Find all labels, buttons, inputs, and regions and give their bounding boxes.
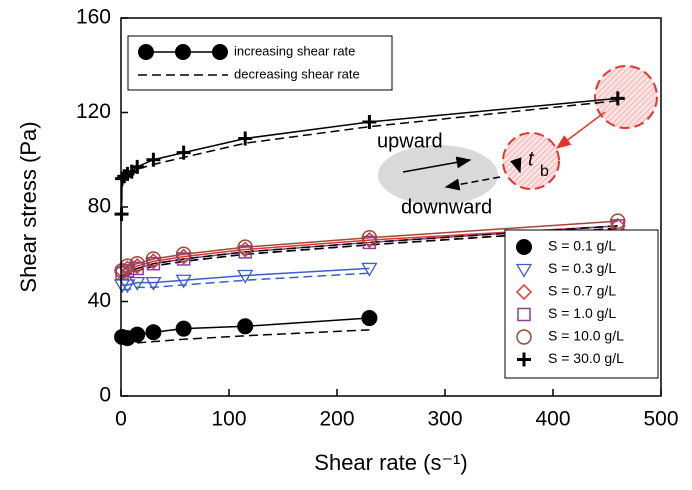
legend-marker (175, 44, 191, 60)
marker (176, 145, 191, 160)
legend-label: S = 0.7 g/L (548, 283, 616, 299)
marker (129, 326, 146, 343)
marker (238, 131, 253, 146)
legend-marker (516, 329, 532, 345)
marker (175, 320, 192, 337)
marker (237, 269, 254, 284)
legend-marker (515, 263, 533, 278)
increasing-line (121, 220, 618, 272)
marker (145, 253, 162, 270)
annotation: b (540, 163, 549, 180)
marker (237, 239, 253, 255)
annotation: t (528, 148, 535, 170)
legend-marker (516, 239, 532, 255)
marker (145, 276, 162, 291)
legend-label: S = 0.1 g/L (548, 238, 616, 254)
y-tick-label: 160 (76, 6, 111, 29)
annotation: upward (377, 130, 443, 152)
marker (129, 258, 146, 275)
legend-marker (517, 352, 531, 367)
x-tick-label: 300 (427, 408, 462, 431)
x-tick-label: 200 (319, 408, 354, 431)
marker (129, 276, 146, 291)
legend-label: decreasing shear rate (234, 66, 360, 81)
y-tick-label: 0 (99, 384, 111, 407)
marker (361, 310, 378, 327)
y-tick-label: 80 (88, 195, 111, 218)
increasing-line (122, 267, 370, 286)
red-arrow (555, 111, 606, 149)
legend-box (127, 35, 393, 91)
marker (237, 241, 254, 258)
tb-arrow (510, 157, 522, 174)
legend-label: S = 30.0 g/L (548, 350, 624, 366)
marker (129, 255, 145, 272)
tb-circle (502, 132, 560, 190)
x-tick-label: 500 (643, 408, 678, 431)
legend-marker (212, 44, 228, 60)
marker (610, 91, 625, 106)
x-tick-label: 0 (115, 408, 127, 431)
legend-label: S = 1.0 g/L (548, 305, 616, 321)
marker (175, 246, 192, 262)
end-circle (594, 65, 658, 129)
y-axis-label: Shear stress (Pa) (16, 121, 41, 292)
marker (361, 232, 378, 249)
marker (361, 262, 378, 277)
marker (130, 159, 145, 174)
upward-arrow (402, 156, 472, 173)
legend-marker (138, 44, 154, 60)
decreasing-line (122, 272, 370, 291)
marker (145, 251, 162, 267)
x-tick-label: 100 (211, 408, 246, 431)
marker (146, 152, 161, 167)
marker (175, 274, 192, 289)
decreasing-line (137, 329, 370, 344)
marker (145, 324, 162, 341)
marker (361, 229, 378, 246)
x-axis-label: Shear rate (s⁻¹) (314, 450, 467, 475)
y-tick-label: 40 (88, 289, 111, 312)
x-tick-label: 400 (535, 408, 570, 431)
marker (610, 213, 626, 229)
y-tick-label: 120 (76, 100, 111, 123)
marker (119, 279, 136, 294)
downward-arrow (444, 176, 501, 191)
annotation: downward (401, 196, 492, 218)
marker (175, 248, 192, 265)
legend-marker (515, 283, 533, 301)
marker (237, 318, 254, 335)
legend-box (504, 229, 659, 379)
legend-marker (517, 307, 531, 322)
marker (362, 114, 377, 129)
legend-label: S = 0.3 g/L (548, 260, 616, 276)
legend-label: S = 10.0 g/L (548, 328, 624, 344)
legend-label: increasing shear rate (234, 43, 355, 58)
plot (113, 91, 626, 347)
marker (114, 263, 130, 279)
